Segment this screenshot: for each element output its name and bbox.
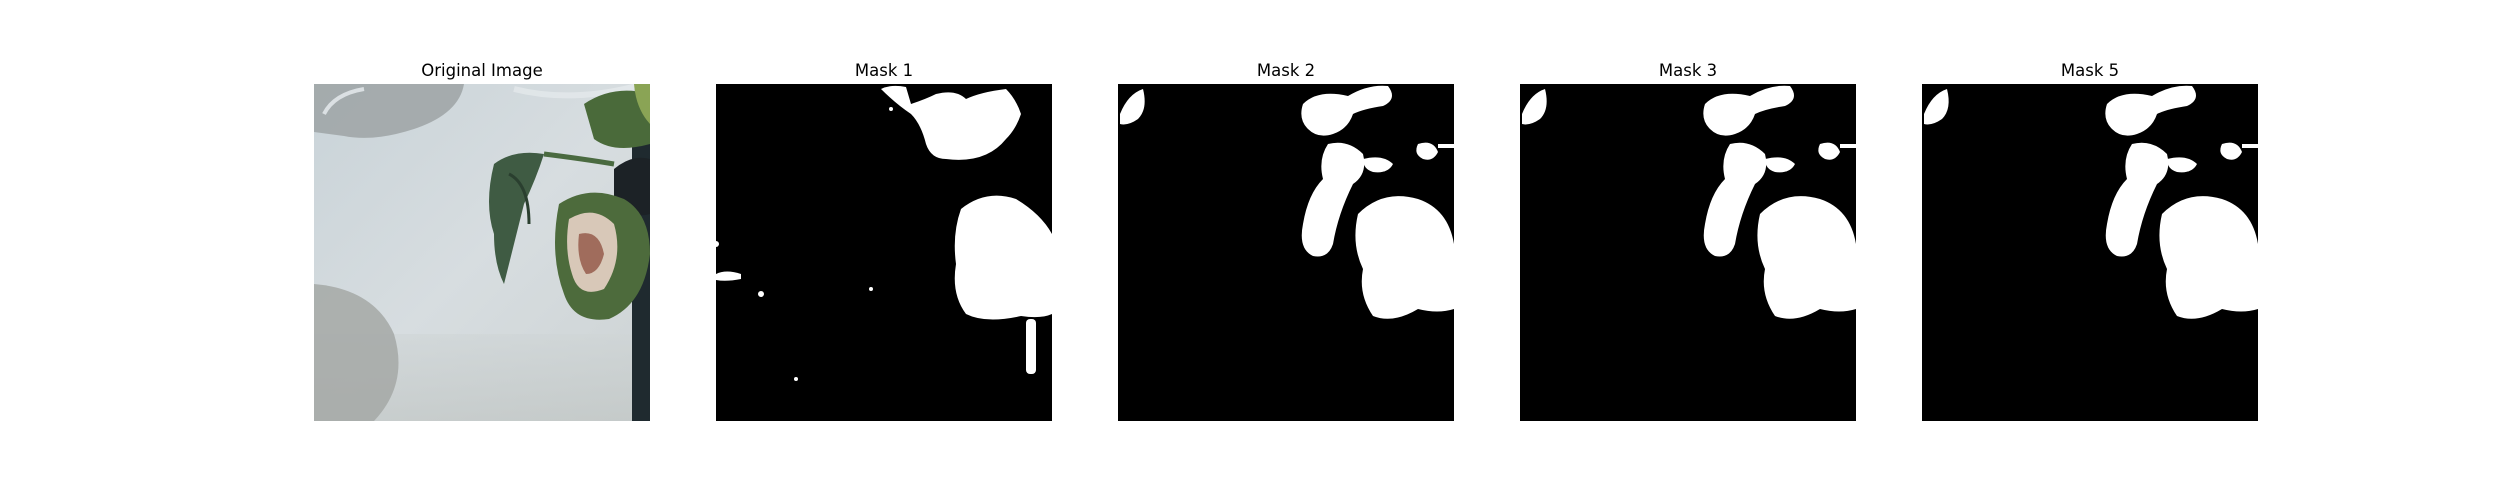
panel-mask-3: Mask 3 — [1520, 58, 1856, 421]
panel-title: Mask 3 — [1658, 61, 1718, 80]
panel-mask-2: Mask 2 — [1118, 58, 1454, 421]
mask-5-image — [1922, 84, 2258, 421]
original-image — [314, 84, 650, 421]
mask-2-image — [1118, 84, 1454, 421]
panel-title: Mask 2 — [1256, 61, 1316, 80]
panel-mask-5: Mask 5 — [1922, 58, 2258, 421]
panel-mask-1: Mask 1 — [716, 58, 1052, 421]
panel-title: Original Image — [421, 61, 543, 80]
panel-title: Mask 5 — [2060, 61, 2120, 80]
mask-3-image — [1520, 84, 1856, 421]
panel-original-image: Original Image — [314, 58, 650, 421]
mask-1-image — [716, 84, 1052, 421]
panel-title: Mask 1 — [854, 61, 914, 80]
